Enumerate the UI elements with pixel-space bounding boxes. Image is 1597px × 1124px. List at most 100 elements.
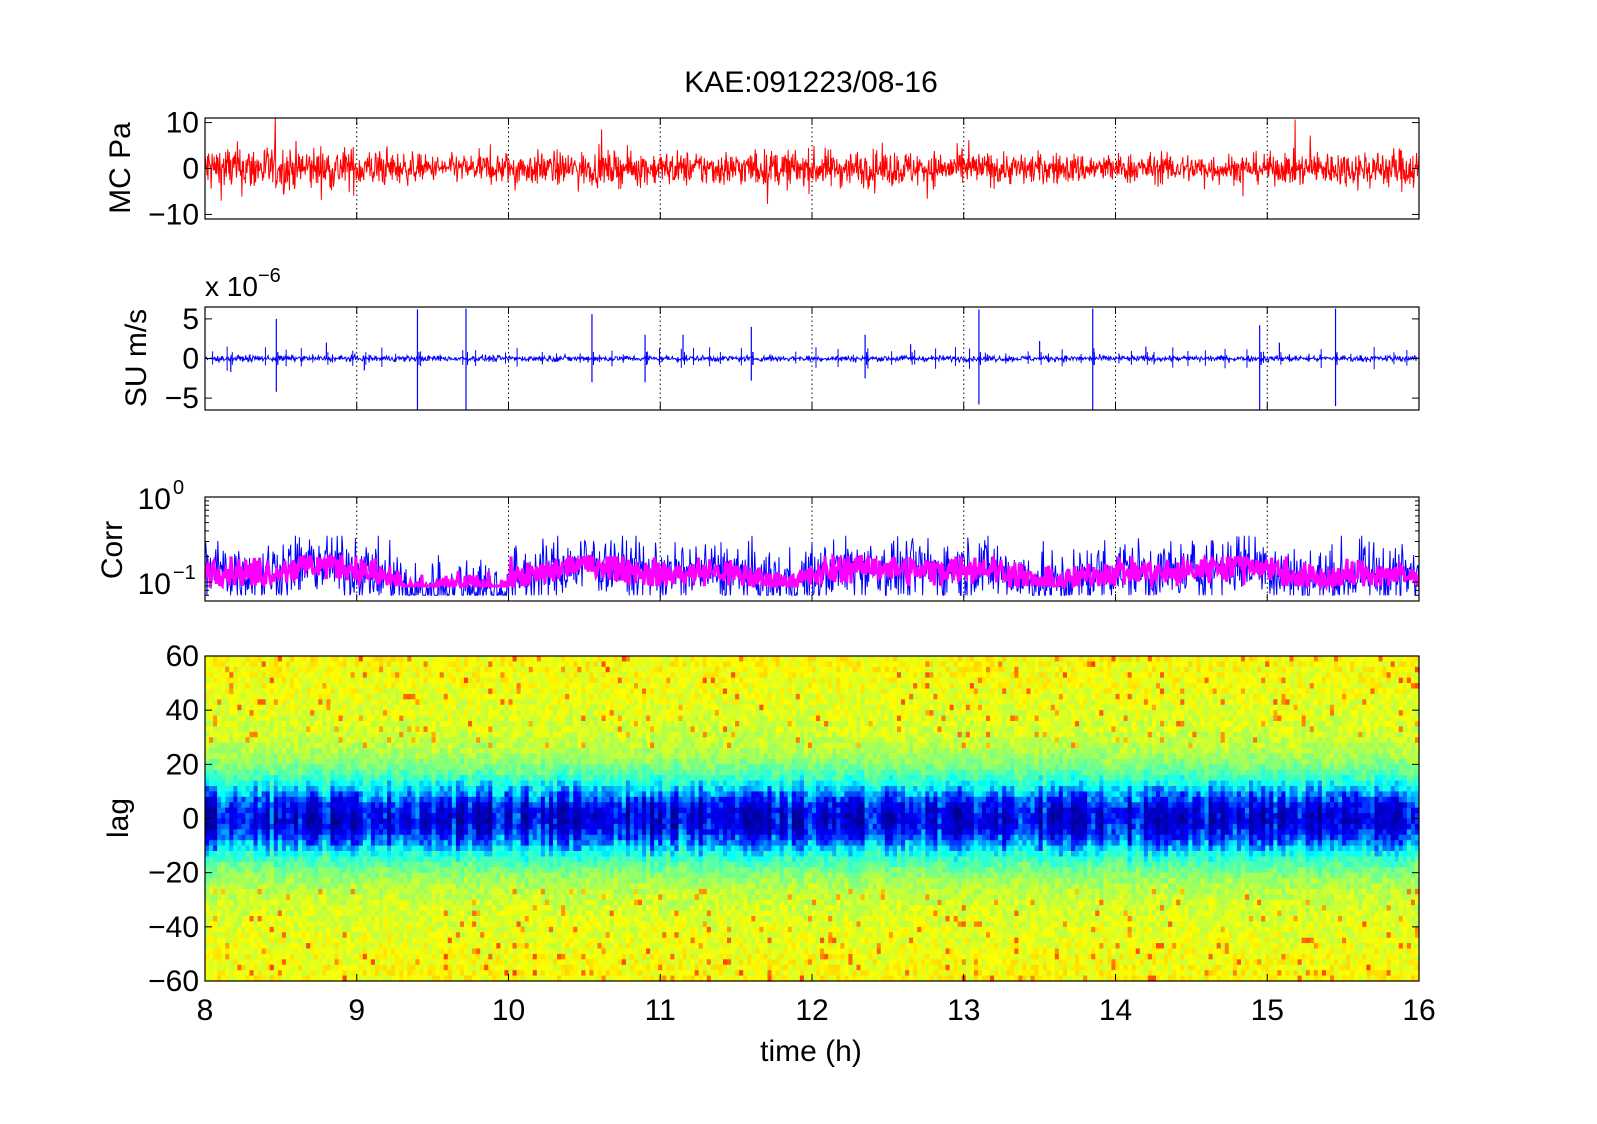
heatmap-cell bbox=[476, 688, 481, 695]
heatmap-cell bbox=[472, 742, 477, 749]
heatmap-cell bbox=[443, 731, 449, 738]
heatmap-cell bbox=[334, 807, 340, 814]
heatmap-cell bbox=[484, 851, 489, 858]
heatmap-cell bbox=[472, 656, 477, 663]
heatmap-cell bbox=[294, 672, 299, 679]
heatmap-cell bbox=[516, 775, 522, 782]
heatmap-cell bbox=[338, 905, 344, 912]
heatmap-cell bbox=[431, 764, 437, 771]
heatmap-cell bbox=[455, 748, 461, 755]
heatmap-cell bbox=[253, 856, 259, 863]
heatmap-cell bbox=[241, 970, 247, 977]
heatmap-cell bbox=[492, 856, 497, 863]
heatmap-cell bbox=[245, 791, 251, 798]
heatmap-cell bbox=[306, 926, 311, 933]
heatmap-cell bbox=[350, 666, 356, 673]
heatmap-cell bbox=[383, 926, 388, 933]
heatmap-cell bbox=[423, 672, 429, 679]
heatmap-cell bbox=[330, 726, 336, 733]
heatmap-cell bbox=[443, 851, 449, 858]
heatmap-cell bbox=[508, 888, 514, 895]
heatmap-cell bbox=[289, 878, 295, 885]
heatmap-cell bbox=[407, 888, 412, 895]
heatmap-cell bbox=[310, 818, 315, 825]
heatmap-cell bbox=[261, 926, 267, 933]
heatmap-cell bbox=[379, 715, 384, 722]
heatmap-cell bbox=[459, 883, 465, 890]
heatmap-cell bbox=[463, 769, 469, 776]
heatmap-cell bbox=[281, 704, 287, 711]
heatmap-cell bbox=[366, 807, 372, 814]
heatmap-cell bbox=[245, 878, 251, 885]
heatmap-cell bbox=[463, 683, 469, 690]
heatmap-cell bbox=[253, 656, 259, 663]
heatmap-cell bbox=[257, 737, 263, 744]
heatmap-cell bbox=[269, 856, 275, 863]
heatmap-cell bbox=[395, 888, 400, 895]
heatmap-cell bbox=[213, 959, 218, 966]
heatmap-cell bbox=[520, 899, 526, 906]
heatmap-cell bbox=[459, 672, 465, 679]
heatmap-cell bbox=[249, 791, 255, 798]
heatmap-cell bbox=[314, 834, 319, 841]
heatmap-cell bbox=[245, 666, 251, 673]
heatmap-cell bbox=[488, 780, 493, 787]
heatmap-cell bbox=[253, 758, 259, 765]
heatmap-cell bbox=[468, 688, 473, 695]
heatmap-cell bbox=[314, 899, 319, 906]
heatmap-cell bbox=[496, 715, 502, 722]
heatmap-cell bbox=[302, 710, 307, 717]
heatmap-cell bbox=[411, 948, 417, 955]
heatmap-cell bbox=[370, 910, 376, 917]
heatmap-cell bbox=[318, 888, 323, 895]
heatmap-cell bbox=[241, 910, 247, 917]
heatmap-cell bbox=[253, 937, 259, 944]
heatmap-cell bbox=[395, 932, 400, 939]
heatmap-cell bbox=[374, 672, 380, 679]
heatmap-cell bbox=[459, 943, 465, 950]
heatmap-cell bbox=[370, 851, 376, 858]
heatmap-cell bbox=[257, 748, 263, 755]
heatmap-cell bbox=[423, 796, 429, 803]
heatmap-cell bbox=[281, 775, 287, 782]
heatmap-cell bbox=[484, 959, 489, 966]
heatmap-cell bbox=[322, 964, 327, 971]
heatmap-cell bbox=[217, 888, 222, 895]
heatmap-cell bbox=[213, 769, 218, 776]
heatmap-cell bbox=[269, 710, 275, 717]
heatmap-cell bbox=[484, 888, 489, 895]
heatmap-cell bbox=[407, 791, 412, 798]
heatmap-cell bbox=[354, 872, 360, 879]
heatmap-cell bbox=[451, 693, 457, 700]
heatmap-cell bbox=[411, 916, 417, 923]
heatmap-cell bbox=[435, 845, 441, 852]
heatmap-cell bbox=[403, 769, 408, 776]
heatmap-cell bbox=[269, 937, 275, 944]
heatmap-cell bbox=[504, 840, 510, 847]
heatmap-cell bbox=[342, 937, 348, 944]
heatmap-cell bbox=[403, 661, 408, 668]
heatmap-cell bbox=[241, 905, 247, 912]
heatmap-cell bbox=[241, 975, 247, 982]
heatmap-cell bbox=[213, 888, 218, 895]
heatmap-cell bbox=[362, 661, 368, 668]
heatmap-cell bbox=[346, 926, 352, 933]
heatmap-cell bbox=[443, 856, 449, 863]
heatmap-cell bbox=[342, 964, 348, 971]
heatmap-cell bbox=[294, 775, 299, 782]
heatmap-cell bbox=[330, 921, 336, 928]
heatmap-cell bbox=[326, 959, 332, 966]
heatmap-cell bbox=[443, 867, 449, 874]
heatmap-cell bbox=[439, 818, 445, 825]
heatmap-cell bbox=[257, 807, 263, 814]
heatmap-cell bbox=[383, 775, 388, 782]
heatmap-cell bbox=[229, 953, 234, 960]
heatmap-cell bbox=[411, 953, 417, 960]
heatmap-cell bbox=[443, 666, 449, 673]
heatmap-cell bbox=[285, 813, 291, 820]
heatmap-cell bbox=[480, 894, 485, 901]
heatmap-cell bbox=[346, 899, 352, 906]
heatmap-cell bbox=[261, 753, 267, 760]
heatmap-cell bbox=[399, 894, 404, 901]
heatmap-cell bbox=[496, 710, 502, 717]
